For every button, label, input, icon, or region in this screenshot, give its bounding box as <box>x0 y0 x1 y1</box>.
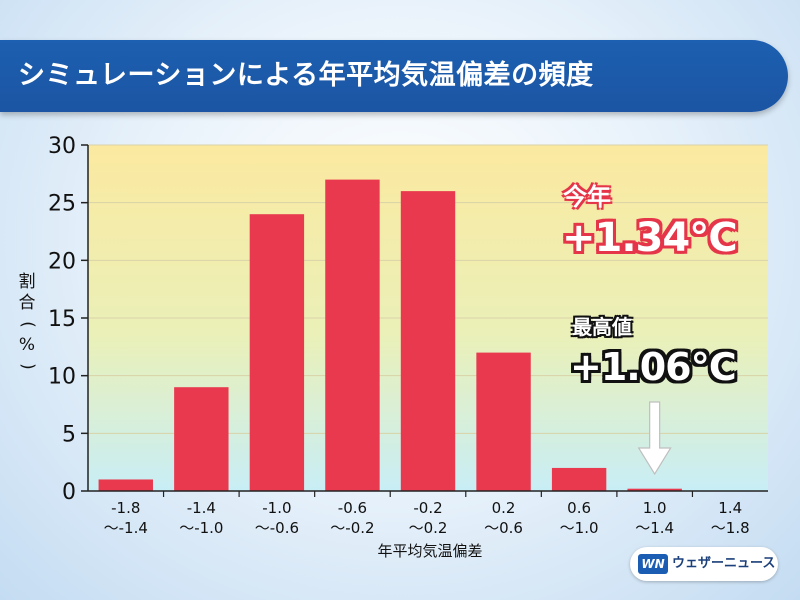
x-tick-label: -1.8 <box>111 499 140 517</box>
y-axis-label-char: ) <box>17 363 38 370</box>
y-axis-label-char: ( <box>17 321 38 328</box>
x-tick-label: 0.6 <box>567 499 591 517</box>
x-tick-label: -0.6 <box>338 499 367 517</box>
max-value-label: 最高値 <box>572 315 632 339</box>
bar <box>98 479 153 491</box>
x-tick-label: ～-0.6 <box>255 519 299 537</box>
bar <box>476 352 531 491</box>
bars <box>98 179 682 491</box>
bar <box>325 179 380 491</box>
y-tick-label: 10 <box>48 365 76 390</box>
logo-text: ウェザーニュース <box>672 556 776 571</box>
bar <box>551 467 607 491</box>
bar <box>249 214 305 491</box>
wn-logo-icon: WN <box>638 554 668 574</box>
down-arrow-icon <box>637 401 672 476</box>
y-tick-label: 30 <box>48 134 76 159</box>
x-tick-label: ～0.6 <box>484 519 523 537</box>
weathernews-logo: WN ウェザーニュース <box>630 547 778 581</box>
y-tick-label: 0 <box>62 480 76 505</box>
max-value: +1.06℃ <box>570 345 737 389</box>
title-banner: シミュレーションによる年平均気温偏差の頻度 <box>0 40 788 112</box>
y-tick-label: 15 <box>48 307 76 332</box>
x-tick-label: -1.0 <box>262 499 291 517</box>
y-axis-label-char: % <box>18 335 36 355</box>
x-tick-labels: -1.8 ～-1.4 -1.4 ～-1.0 -1.0 ～-0.6 -0.6 ～-0.2 -0.2… <box>104 499 750 537</box>
x-tick-label: ～1.4 <box>635 519 674 537</box>
x-axis-label: 年平均気温偏差 <box>377 542 483 560</box>
x-tick-label: 1.0 <box>643 499 667 517</box>
x-tick-label: ～-1.0 <box>179 519 223 537</box>
y-axis-label-char: 合 <box>18 293 36 313</box>
bar <box>400 191 456 491</box>
x-tick-label: 1.4 <box>718 499 742 517</box>
chart-title: シミュレーションによる年平均気温偏差の頻度 <box>18 60 594 91</box>
bar <box>627 488 682 491</box>
y-tick-label: 25 <box>48 192 76 217</box>
down-arrow <box>637 401 672 476</box>
y-tick-label: 5 <box>62 422 76 447</box>
x-tick-label: 0.2 <box>492 499 516 517</box>
x-tick-label: ～1.0 <box>560 519 599 537</box>
y-tick-label: 20 <box>48 249 76 274</box>
x-tick-label: ～0.2 <box>409 519 448 537</box>
axes <box>81 144 768 497</box>
x-tick-label: ～-1.4 <box>104 519 148 537</box>
this-year-value: +1.34℃ <box>562 215 738 261</box>
y-axis-label-char: 割 <box>18 272 36 292</box>
x-tick-label: ～-0.2 <box>330 519 374 537</box>
x-tick-label: -1.4 <box>187 499 216 517</box>
x-tick-label: ～1.8 <box>711 519 750 537</box>
this-year-label: 今年 <box>563 183 611 211</box>
y-axis-label: 割 合 ( % ) <box>14 272 40 377</box>
bar <box>174 387 229 491</box>
x-tick-label: -0.2 <box>413 499 442 517</box>
y-tick-labels: 0 5 10 15 20 25 30 <box>48 134 76 505</box>
